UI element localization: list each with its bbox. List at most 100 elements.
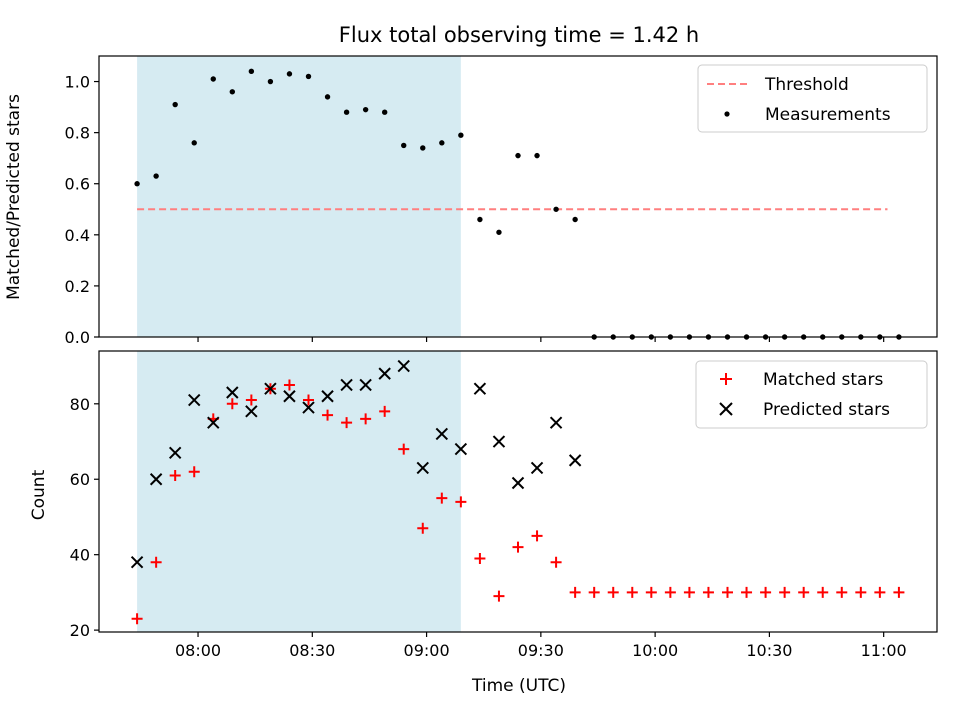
legend-measurements-swatch — [724, 111, 730, 117]
bottom-plus-point — [588, 586, 600, 598]
top-y-axis-label: Matched/Predicted stars — [4, 94, 24, 300]
bottom-y-axis-label: Count — [29, 469, 49, 520]
top-dot-point — [553, 206, 559, 212]
bottom-x-point — [207, 416, 220, 429]
bottom-x-point — [549, 416, 563, 429]
bottom-x-point — [416, 461, 429, 475]
top-dot-point — [572, 216, 578, 223]
bottom-plus-point — [150, 556, 162, 568]
x-axis-label: Time (UTC) — [471, 676, 566, 696]
legend-matched-label: Matched stars — [763, 370, 883, 390]
bottom-x-point — [130, 556, 144, 569]
top-dot-point — [477, 216, 483, 223]
legend-top-frame — [697, 64, 928, 133]
bottom-plus-point — [741, 586, 753, 598]
bottom-x-point — [378, 367, 391, 380]
legend-bottom: Matched stars Predicted stars — [695, 360, 928, 429]
bottom-x-point — [264, 382, 277, 395]
top-y-tick-label: 0.4 — [65, 226, 90, 245]
bottom-x-tick-label: 08:00 — [175, 641, 221, 660]
top-dot-point — [191, 140, 197, 146]
legend-bottom-frame — [695, 360, 928, 429]
bottom-plus-point — [169, 469, 181, 481]
bottom-plus-point — [226, 398, 238, 410]
bottom-plus-point — [303, 394, 314, 406]
top-dot-point — [515, 152, 521, 159]
chart-title: Flux total observing time = 1.42 h — [339, 23, 699, 47]
bottom-observing-interval-shade — [137, 351, 461, 632]
bottom-x-point — [283, 390, 296, 403]
bottom-y-tick-label: 80 — [70, 395, 90, 414]
top-dot-point — [343, 109, 350, 115]
bottom-plus-point — [893, 586, 905, 598]
bottom-plus-point — [798, 586, 810, 598]
top-dot-point — [267, 78, 274, 85]
bottom-x-point — [454, 442, 468, 456]
top-y-tick-label: 0.8 — [65, 124, 90, 143]
bottom-plus-point — [779, 586, 791, 598]
bottom-plus-point — [188, 466, 200, 478]
top-dot-point — [305, 73, 312, 80]
legend-predicted-label: Predicted stars — [763, 400, 890, 420]
bottom-x-point — [168, 446, 182, 460]
bottom-x-point — [397, 359, 410, 373]
bottom-plus-point — [283, 379, 295, 391]
bottom-x-point — [511, 476, 525, 490]
bottom-plus-point — [817, 586, 829, 598]
bottom-axes-frame — [98, 350, 938, 633]
bottom-x-point — [245, 405, 258, 418]
legend-matched-swatch — [720, 373, 732, 385]
bottom-plus-point — [836, 586, 848, 598]
legend-threshold-label: Threshold — [764, 75, 849, 95]
top-axes-frame — [98, 55, 938, 338]
top-dot-point — [286, 71, 293, 77]
bottom-plus-point — [664, 586, 676, 598]
bottom-plus-point — [626, 586, 638, 598]
bottom-plus-point — [417, 522, 429, 534]
bottom-x-point — [226, 386, 239, 399]
top-observing-interval-shade — [137, 56, 461, 337]
top-dot-point — [496, 229, 502, 235]
bottom-x-point — [492, 435, 506, 448]
bottom-plus-point — [722, 586, 733, 598]
bottom-x-point — [435, 427, 449, 441]
bottom-plus-point — [436, 492, 448, 504]
bottom-plus-point — [855, 586, 867, 598]
bottom-plus-point — [245, 394, 257, 406]
top-y-tick-label: 0.2 — [65, 277, 90, 296]
top-dot-point — [439, 140, 445, 146]
top-panel: 0.0 0.2 0.4 0.6 0.8 1.0 — [65, 55, 938, 347]
top-dot-point — [134, 181, 140, 187]
top-dot-point — [458, 132, 464, 138]
bottom-x-point — [359, 378, 372, 392]
bottom-plus-point — [341, 417, 353, 429]
bottom-x-tick-label: 10:30 — [746, 641, 792, 660]
bottom-x-point — [149, 473, 163, 486]
bottom-x-tick-label: 10:00 — [632, 641, 678, 660]
bottom-plus-point — [702, 586, 714, 598]
bottom-x-tick-label: 09:00 — [404, 641, 450, 660]
bottom-x-tick-label: 08:30 — [289, 641, 335, 660]
top-y-tick-label: 0.6 — [65, 175, 90, 194]
bottom-plus-point — [683, 586, 695, 598]
top-dot-point — [324, 94, 331, 100]
bottom-plus-point — [455, 496, 467, 508]
bottom-x-point — [530, 461, 544, 475]
bottom-plus-point — [760, 586, 772, 598]
bottom-plus-point — [607, 586, 619, 598]
bottom-x-point — [321, 390, 334, 403]
bottom-plus-point — [474, 552, 486, 564]
bottom-plus-point — [131, 613, 143, 625]
top-dot-point — [420, 145, 426, 151]
bottom-x-point — [188, 393, 201, 407]
bottom-plus-point — [360, 413, 372, 425]
bottom-y-tick-label: 40 — [70, 546, 90, 565]
bottom-plus-point — [569, 586, 581, 598]
bottom-plus-point — [550, 556, 562, 568]
top-y-tick-label: 0.0 — [65, 328, 90, 347]
bottom-plus-point — [398, 443, 410, 455]
bottom-plus-point — [379, 405, 391, 417]
bottom-plus-point — [322, 409, 334, 421]
top-dot-point — [229, 89, 236, 95]
